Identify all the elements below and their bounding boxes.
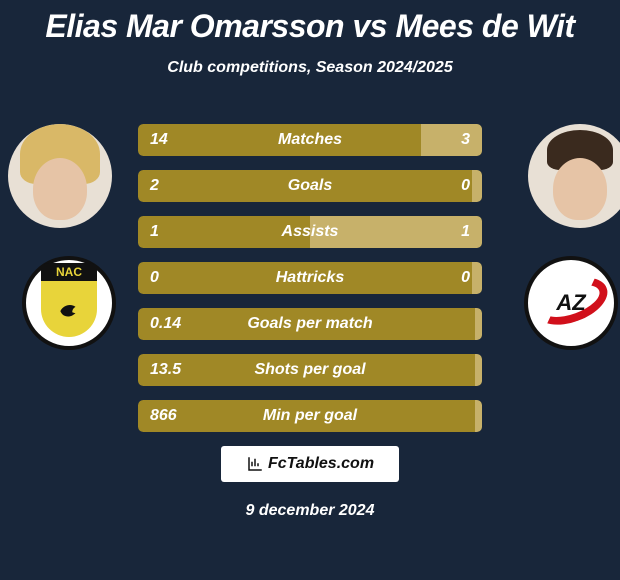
page-title: Elias Mar Omarsson vs Mees de Wit: [0, 0, 620, 45]
date-text: 9 december 2024: [0, 502, 620, 520]
stat-row: 0.14Goals per match: [138, 308, 482, 340]
club-right-logo: AZ: [524, 256, 618, 350]
stat-label: Matches: [138, 124, 482, 156]
stat-label: Hattricks: [138, 262, 482, 294]
club-left-label: NAC: [41, 263, 97, 281]
club-right-label: AZ: [556, 290, 585, 316]
stat-value-right: 1: [461, 216, 470, 248]
brand-badge: FcTables.com: [221, 446, 399, 482]
stat-label: Shots per goal: [138, 354, 482, 386]
stat-row: 2Goals0: [138, 170, 482, 202]
stat-label: Min per goal: [138, 400, 482, 432]
stat-row: 1Assists1: [138, 216, 482, 248]
stat-value-right: 0: [461, 170, 470, 202]
brand-text: FcTables.com: [268, 455, 374, 473]
stat-label: Goals: [138, 170, 482, 202]
subtitle: Club competitions, Season 2024/2025: [0, 59, 620, 77]
shield-icon: [41, 281, 97, 337]
chart-icon: [246, 455, 264, 473]
stat-value-right: 3: [461, 124, 470, 156]
stat-row: 13.5Shots per goal: [138, 354, 482, 386]
face-icon: [553, 158, 607, 220]
stat-row: 14Matches3: [138, 124, 482, 156]
player-right-avatar: [528, 124, 620, 228]
player-left-avatar: [8, 124, 112, 228]
face-icon: [33, 158, 87, 220]
stat-value-right: 0: [461, 262, 470, 294]
stats-bars: 14Matches32Goals01Assists10Hattricks00.1…: [138, 124, 482, 446]
club-left-logo: NAC: [22, 256, 116, 350]
stat-row: 866Min per goal: [138, 400, 482, 432]
stat-row: 0Hattricks0: [138, 262, 482, 294]
stat-label: Assists: [138, 216, 482, 248]
stat-label: Goals per match: [138, 308, 482, 340]
bird-icon: [56, 296, 82, 322]
